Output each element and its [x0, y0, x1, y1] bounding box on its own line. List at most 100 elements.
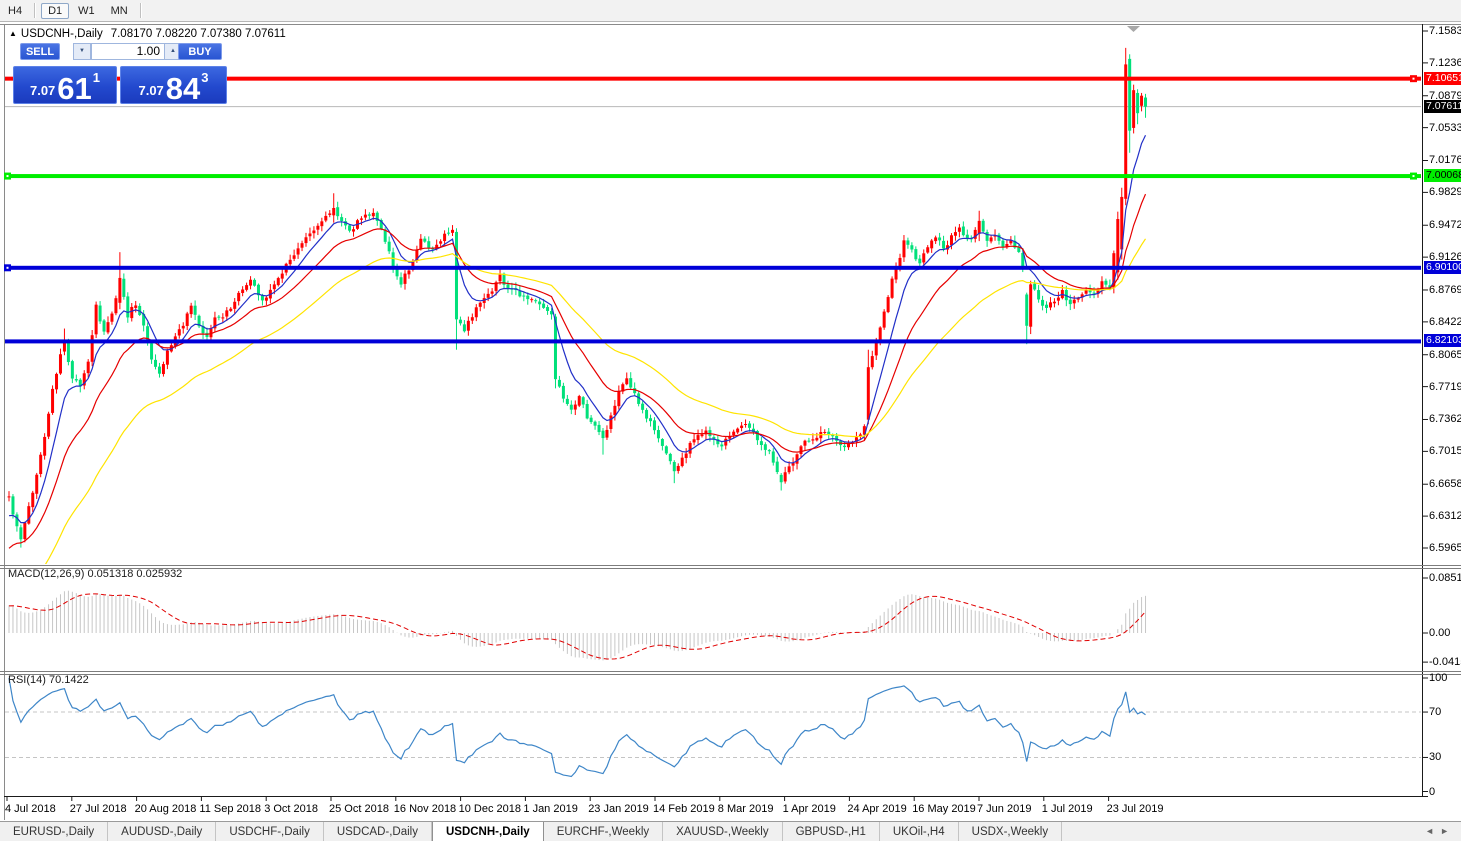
timeframe-button-d1[interactable]: D1 — [41, 2, 70, 19]
volume-decrease-button[interactable]: ▼ — [73, 43, 91, 60]
tab-scroll-right-icon: ► — [1440, 826, 1455, 836]
symbol-tab-gbpusd[interactable]: GBPUSD-,H1 — [783, 822, 880, 841]
sell-price-sup: 1 — [92, 70, 101, 85]
ma-line-45 — [44, 238, 1147, 564]
time-tick-label: 3 Oct 2018 — [264, 803, 319, 815]
price-tick-label: 6.77190 — [1429, 380, 1461, 393]
psych-level-price-badge: 7.00068 — [1424, 169, 1461, 183]
timeframe-button-w1[interactable]: W1 — [78, 4, 95, 17]
time-tick-label: 8 Mar 2019 — [717, 803, 774, 815]
rsi-axis-label: 0 — [1429, 785, 1436, 798]
time-tick-label: 23 Jul 2019 — [1106, 803, 1164, 815]
sell-button[interactable]: SELL — [20, 43, 60, 60]
rsi-indicator-label: RSI(14) 70.1422 — [8, 674, 89, 686]
horizontal-line[interactable] — [5, 76, 1421, 81]
sell-price-big: 61 — [57, 70, 92, 106]
macd-histogram — [8, 590, 1147, 661]
time-tick-label: 20 Aug 2018 — [134, 803, 197, 815]
price-tick-label: 6.98295 — [1429, 186, 1461, 199]
price-tick-label: 7.12365 — [1429, 56, 1461, 69]
timeframe-toolbar: H4 D1 W1 MN — [0, 0, 1461, 22]
chart-tabs: EURUSD-,Daily AUDUSD-,Daily USDCHF-,Daily U… — [0, 822, 1063, 841]
symbol-tab-usdcnh[interactable]: USDCNH-,Daily — [431, 822, 544, 841]
chart-canvas[interactable] — [0, 22, 1461, 821]
time-tick-label: 7 Jun 2019 — [977, 803, 1032, 815]
time-tick-label: 27 Jul 2018 — [69, 803, 127, 815]
time-tick-label: 23 Jan 2019 — [588, 803, 649, 815]
macd-indicator-label: MACD(12,26,9) 0.051318 0.025932 — [8, 568, 183, 580]
ma-line-8 — [8, 135, 1147, 524]
timeframe-button-h4[interactable]: H4 — [8, 4, 23, 17]
symbol-tab-usdchf[interactable]: USDCHF-,Daily — [216, 822, 324, 841]
chart-ohlc-values: 7.08170 7.08220 7.07380 7.07611 — [110, 28, 286, 40]
price-tick-label: 7.01760 — [1429, 154, 1461, 167]
price-tick-label: 6.73620 — [1429, 413, 1461, 426]
time-tick-label: 14 Feb 2019 — [653, 803, 715, 815]
symbol-tab-usdcad[interactable]: USDCAD-,Daily — [324, 822, 432, 841]
one-click-trading-panel: SELL ▼ 1.00 ▲ BUY 7.07 61 1 7.07 84 3 — [12, 43, 230, 128]
macd-signal-line — [8, 593, 1146, 660]
macd-axis-label: 0.085164 — [1429, 572, 1461, 584]
time-tick-label: 4 Jul 2018 — [5, 803, 56, 815]
buy-button[interactable]: BUY — [178, 43, 222, 60]
buy-price-sup: 3 — [201, 70, 209, 85]
buy-price-base: 7.07 — [138, 83, 164, 98]
resistance-line-price-badge: 7.10651 — [1424, 71, 1461, 85]
sell-price-base: 7.07 — [29, 83, 56, 98]
macd-axis-label: 0.00 — [1429, 627, 1451, 639]
symbol-tab-eurchf[interactable]: EURCHF-,Weekly — [544, 822, 664, 841]
timeframe-button-mn[interactable]: MN — [110, 4, 128, 17]
support-1-price-badge: 6.90100 — [1424, 260, 1461, 274]
sell-price-button[interactable]: 7.07 61 1 — [13, 66, 117, 104]
price-tick-label: 6.70155 — [1429, 445, 1461, 458]
chart-window: ▲ USDCNH-,Daily 7.08170 7.08220 7.07380 7.… — [0, 22, 1461, 821]
chart-symbol-label: USDCNH-,Daily — [20, 28, 103, 40]
support-2-price-badge: 6.82103 — [1424, 334, 1461, 348]
buy-price-big: 84 — [165, 70, 201, 106]
rsi-value: 70.1422 — [48, 674, 89, 686]
time-tick-label: 10 Dec 2018 — [458, 803, 521, 815]
price-tick-label: 7.05330 — [1429, 121, 1461, 134]
time-tick-label: 1 Apr 2019 — [782, 803, 836, 815]
price-tick-label: 7.15830 — [1429, 25, 1461, 37]
macd-values: 0.051318 0.025932 — [87, 568, 183, 580]
rsi-axis-label: 30 — [1429, 751, 1442, 764]
tab-scroll-left-icon: ◄ — [1425, 826, 1441, 836]
symbol-tab-usdx[interactable]: USDX-,Weekly — [959, 822, 1063, 841]
price-tick-label: 7.08795 — [1429, 89, 1461, 102]
collapse-icon[interactable]: ▲ — [9, 29, 17, 38]
horizontal-line[interactable] — [5, 265, 1421, 270]
price-tick-label: 6.91260 — [1429, 251, 1461, 264]
time-tick-label: 1 Jan 2019 — [523, 803, 578, 815]
time-tick-label: 16 May 2019 — [912, 803, 976, 815]
time-tick-label: 25 Oct 2018 — [329, 803, 389, 815]
volume-input[interactable]: 1.00 — [91, 43, 165, 60]
price-tick-label: 6.59655 — [1429, 542, 1461, 554]
rsi-axis-label: 100 — [1429, 672, 1448, 684]
macd-axis-label: -0.04159 — [1429, 656, 1461, 669]
symbol-tab-xauusd[interactable]: XAUUSD-,Weekly — [663, 822, 783, 841]
price-tick-label: 6.66585 — [1429, 478, 1461, 491]
chart-title: ▲ USDCNH-,Daily 7.08170 7.08220 7.07380 7.… — [9, 28, 286, 40]
rsi-axis-label: 70 — [1429, 706, 1442, 719]
symbol-tab-audusd[interactable]: AUDUSD-,Daily — [108, 822, 217, 841]
symbol-tab-eurusd[interactable]: EURUSD-,Daily — [0, 822, 109, 841]
buy-price-button[interactable]: 7.07 84 3 — [120, 66, 227, 104]
toolbar-separator — [139, 3, 142, 18]
price-tick-label: 6.80655 — [1429, 348, 1461, 361]
time-tick-label: 1 Jul 2019 — [1041, 803, 1093, 815]
horizontal-line[interactable] — [5, 174, 1421, 179]
time-tick-label: 16 Nov 2018 — [393, 803, 457, 815]
price-tick-label: 6.87690 — [1429, 283, 1461, 296]
time-tick-label: 24 Apr 2019 — [847, 803, 907, 815]
rsi-line — [8, 677, 1146, 778]
horizontal-line[interactable] — [5, 339, 1421, 344]
time-tick-label: 11 Sep 2018 — [199, 803, 261, 815]
tab-scroll-arrows[interactable]: ◄► — [1425, 826, 1455, 836]
ma-line-20 — [8, 193, 1147, 549]
last-bar-marker-icon — [1127, 26, 1140, 32]
toolbar-separator — [34, 3, 37, 18]
symbol-tab-ukoil[interactable]: UKOil-,H4 — [880, 822, 959, 841]
price-tick-label: 6.84225 — [1429, 315, 1461, 328]
